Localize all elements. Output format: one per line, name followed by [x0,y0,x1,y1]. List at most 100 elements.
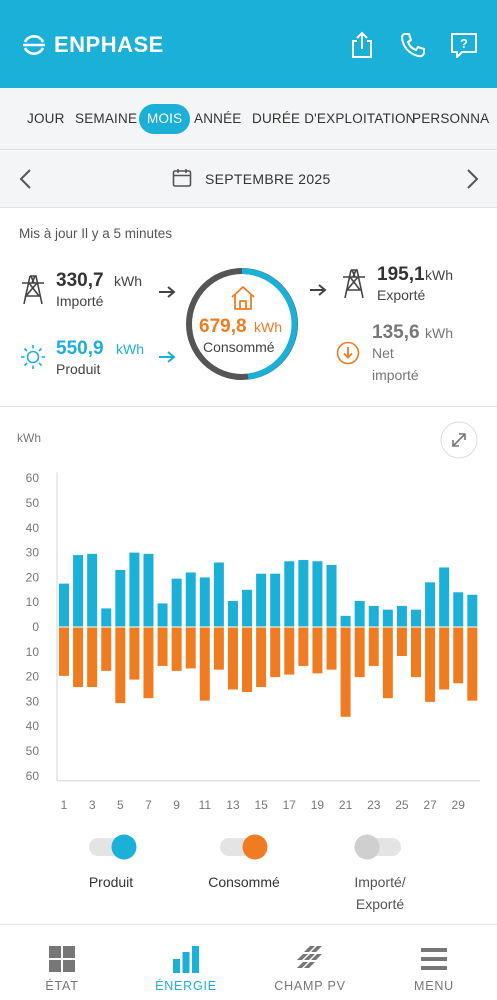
expand-icon[interactable] [440,421,478,459]
bar-produit [256,573,267,627]
produced-label: Produit [56,361,101,377]
bar-produit [185,572,196,627]
net-label-line2: importé [372,367,419,383]
y-tick-label: 10 [26,595,40,609]
nav-label-champ-pv: CHAMP PV [274,979,346,993]
y-tick-label: 20 [26,570,40,584]
x-tick-label: 15 [254,798,268,812]
y-tick-label: 20 [26,670,40,684]
x-tick-label: 11 [199,798,212,812]
bar-chart-icon [173,946,199,973]
y-tick-label: 0 [32,620,39,634]
bar-consomme [270,627,281,678]
exported-unit: kWh [425,267,453,283]
selected-period[interactable]: SEPTEMBRE 2025 [205,171,331,187]
bar-produit [453,592,464,627]
share-icon[interactable] [347,30,377,60]
toggle-importe-exporte[interactable] [352,833,402,861]
net-label-line1: Net [372,345,394,361]
calendar-icon[interactable] [172,168,192,188]
y-tick-label: 50 [26,496,40,510]
home-icon [231,286,255,310]
net-value: 135,6 [372,322,420,343]
bar-consomme [298,627,309,666]
x-tick-label: 3 [89,798,96,812]
nav-etat[interactable]: ÉTAT [0,925,124,1000]
bar-consomme [171,627,182,671]
x-tick-label: 13 [226,798,240,812]
nav-menu[interactable]: MENU [372,925,496,1000]
chevron-left-icon[interactable] [16,168,36,190]
bar-consomme [439,627,450,690]
bar-produit [425,582,436,627]
enphase-logo: ENPHASE [22,32,164,58]
bar-consomme [354,627,365,678]
bar-produit [171,578,182,627]
arrow-right-icon [159,351,176,363]
y-tick-label: 60 [26,471,40,485]
exported-value: 195,1 [377,264,425,285]
y-tick-label: 40 [26,521,40,535]
phone-icon[interactable] [398,30,428,60]
bar-produit [298,560,309,627]
toggle-label-produit: Produit [88,874,134,890]
period-tabs: JOUR SEMAINE MOIS ANNÉE DURÉE D'EXPLOITA… [0,88,497,150]
bar-consomme [368,627,379,666]
bar-produit [340,615,351,627]
bar-produit [326,565,337,627]
x-tick-label: 19 [311,798,325,812]
help-icon[interactable]: ? [449,30,479,60]
bar-consomme [157,627,168,666]
consumed-label: Consommé [203,339,275,355]
bar-produit [101,608,112,627]
bar-consomme [396,627,407,657]
produced-value: 550,9 [56,338,104,359]
nav-champ-pv[interactable]: CHAMP PV [248,925,372,1000]
tab-semaine[interactable]: SEMAINE [75,111,138,126]
bar-produit [143,553,154,627]
nav-energie[interactable]: ÉNERGIE [124,925,248,1000]
nav-label-etat: ÉTAT [45,979,79,993]
nav-label-menu: MENU [413,979,454,993]
consumed-unit: kWh [254,319,282,335]
x-tick-label: 23 [367,798,381,812]
svg-text:?: ? [460,36,468,51]
bar-consomme [340,627,351,717]
app-header: ENPHASE ? [0,0,497,88]
bar-produit [87,553,98,627]
net-unit: kWh [425,325,453,341]
bar-consomme [453,627,464,684]
tab-personnalise[interactable]: PERSONNA [412,111,490,126]
bar-consomme [185,627,196,669]
bar-produit [157,603,168,627]
y-tick-label: 50 [26,744,40,758]
toggle-label-importe: Importé/ [354,874,406,890]
x-tick-label: 29 [452,798,466,812]
x-tick-label: 25 [395,798,409,812]
chevron-right-icon[interactable] [462,168,482,190]
bar-produit [270,573,281,627]
x-tick-label: 21 [339,798,353,812]
y-tick-label: 40 [26,719,40,733]
bar-produit [382,609,393,627]
toggle-produit[interactable] [88,833,138,861]
bar-consomme [143,627,154,699]
bar-produit [396,605,407,627]
bar-produit [59,583,69,627]
sun-icon [21,345,45,369]
last-updated: Mis à jour Il y a 5 minutes [19,226,173,241]
tab-duree-exploitation[interactable]: DURÉE D'EXPLOITATION [252,111,416,126]
enphase-logo-icon [23,35,45,55]
exported-label: Exporté [377,287,426,303]
bar-produit [115,569,126,627]
tab-annee[interactable]: ANNÉE [194,111,242,126]
tab-mois[interactable]: MOIS [139,104,191,134]
toggle-consomme[interactable] [219,833,269,861]
imported-unit: kWh [114,273,142,289]
tab-jour[interactable]: JOUR [27,111,65,126]
bar-produit [439,567,450,627]
y-tick-label: 10 [26,645,40,659]
bar-consomme [284,627,295,675]
date-navigator: SEPTEMBRE 2025 [0,151,497,208]
